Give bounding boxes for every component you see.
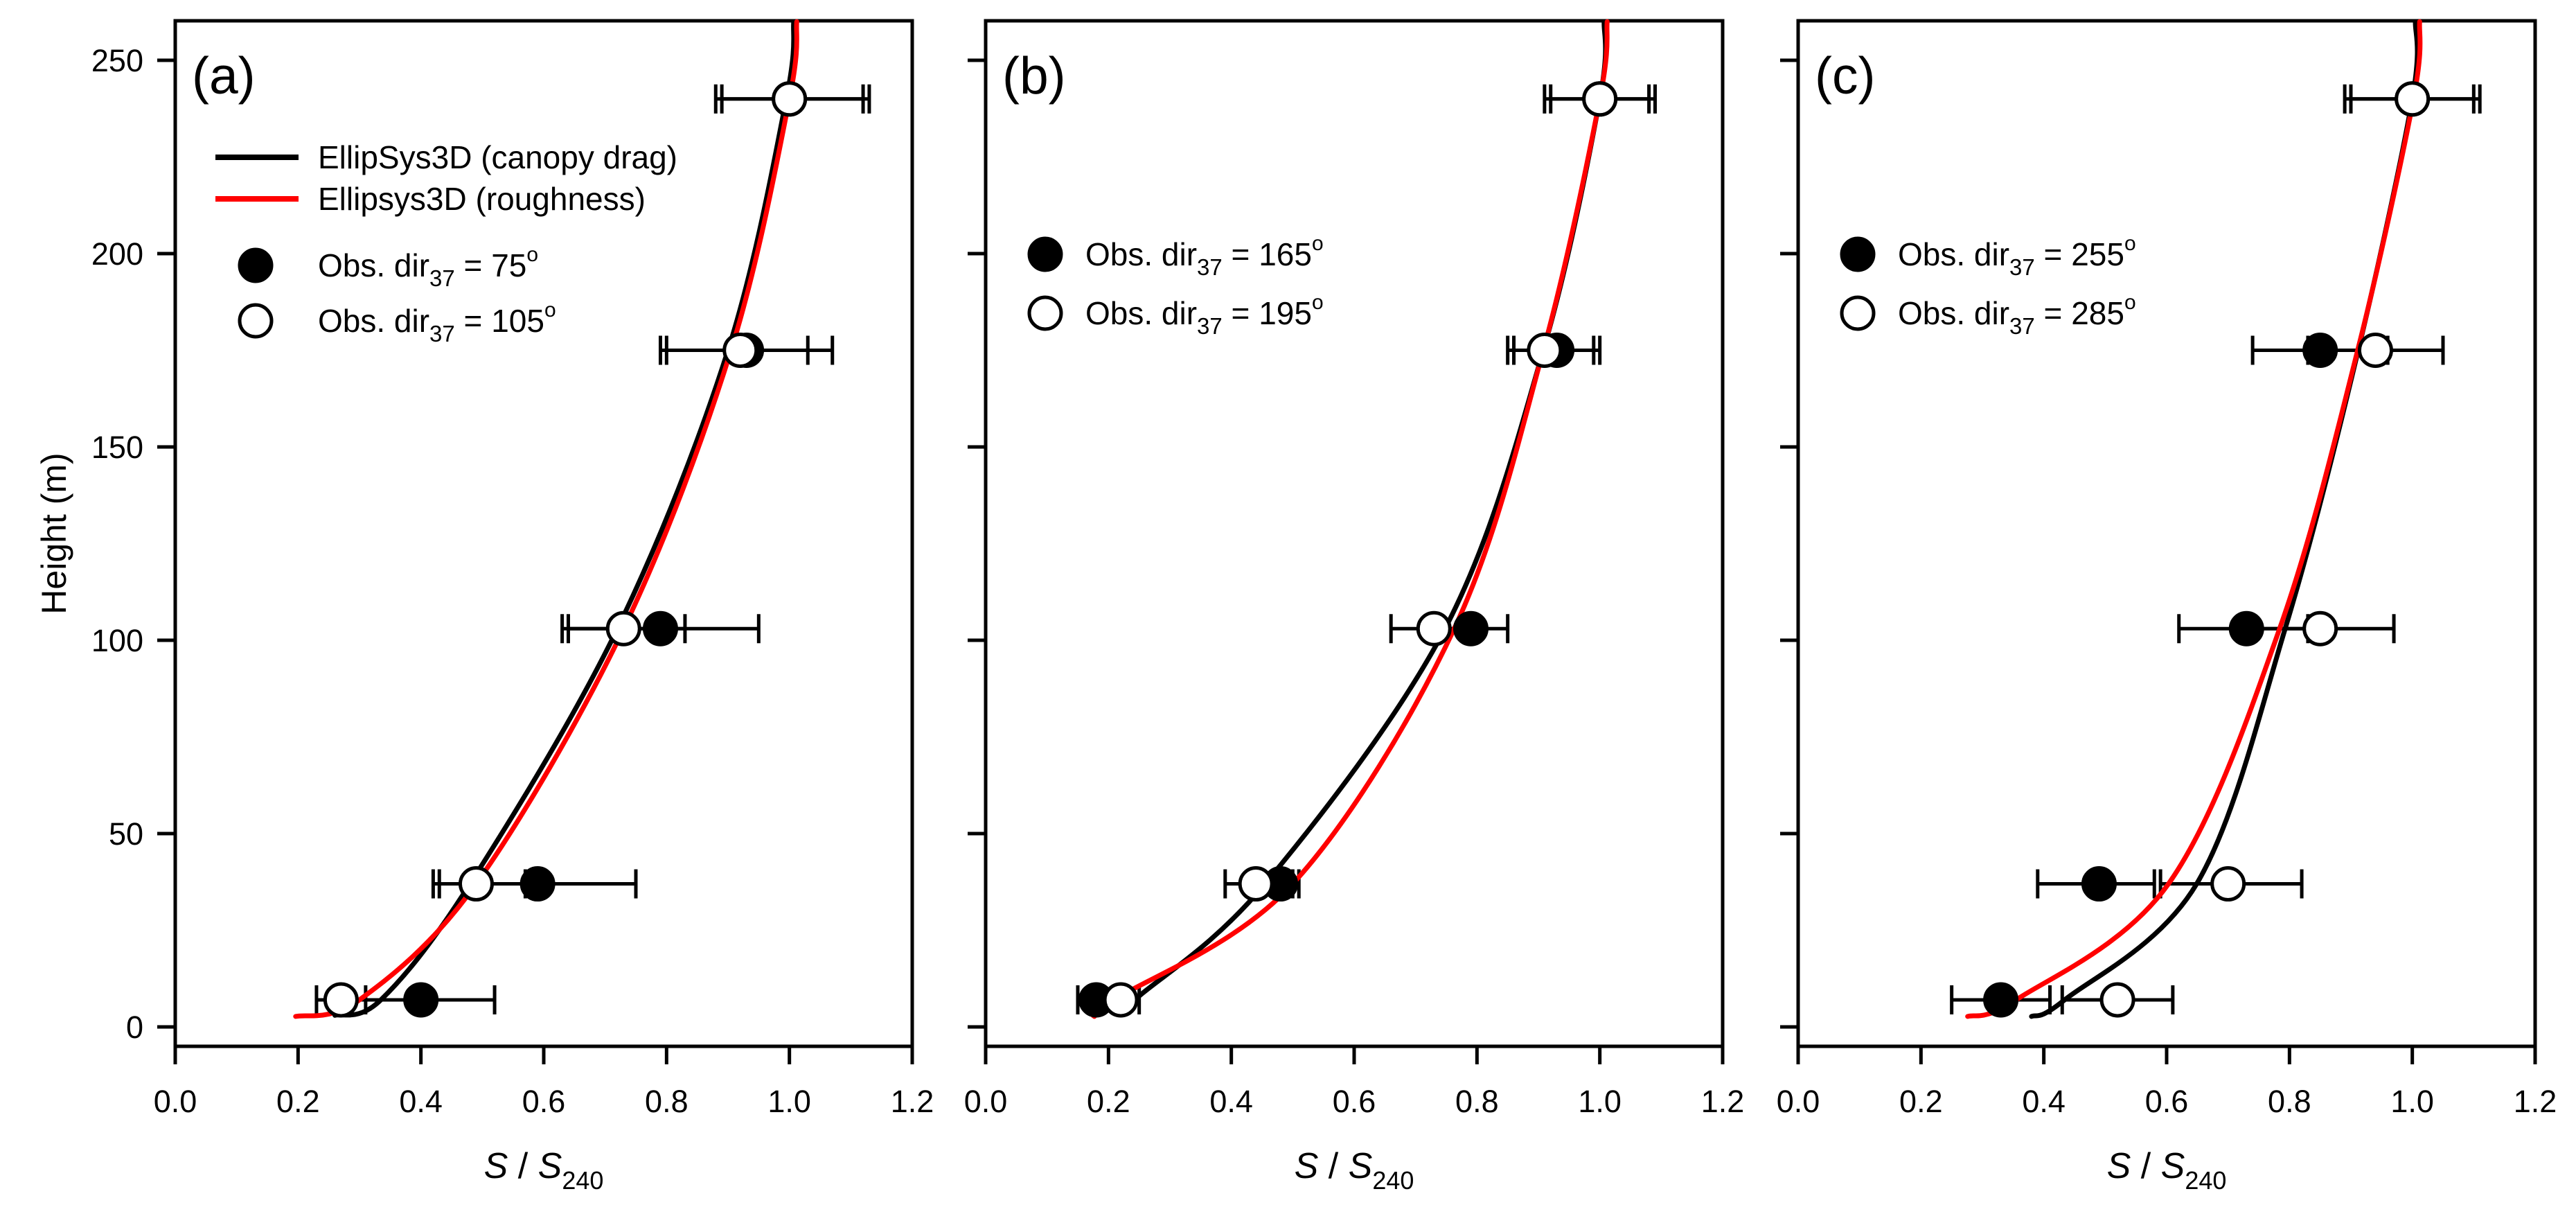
x-axis-title: S / S240: [484, 1146, 604, 1195]
obs-point-open: [2210, 866, 2246, 902]
x-tick-label: 0.4: [2022, 1084, 2066, 1119]
curve-canopy-drag: [332, 19, 797, 1018]
x-tick-label: 0.6: [1333, 1084, 1376, 1119]
plot-frame: [984, 19, 1725, 1048]
panel-letter: (c): [1815, 46, 1875, 105]
obs-point-open: [2302, 610, 2338, 646]
obs-point-open: [1416, 610, 1452, 646]
legend-obs-label: Obs. dir37 = 195o: [1085, 291, 1324, 339]
error-bars: [1076, 84, 1657, 1014]
legend: Obs. dir37 = 255o Obs. dir37 = 285o: [1840, 232, 2136, 339]
legend-marker-sample: [238, 247, 274, 283]
plot-frame: [1796, 19, 2537, 1048]
obs-point-filled: [2228, 610, 2264, 646]
obs-point-filled: [519, 866, 556, 902]
obs-point-filled: [2081, 866, 2117, 902]
legend: EllipSys3D (canopy drag) Ellipsys3D (roug…: [215, 139, 677, 346]
legend-marker-sample: [1027, 236, 1063, 272]
obs-point-open: [2357, 333, 2393, 368]
x-tick-label: 0.2: [1899, 1084, 1943, 1119]
x-tick-label: 1.2: [2514, 1084, 2557, 1119]
legend-marker-sample: [1027, 295, 1063, 331]
legend-marker-sample: [238, 303, 274, 339]
obs-point-open: [605, 610, 641, 646]
x-tick-label: 0.0: [964, 1084, 1008, 1119]
obs-point-open: [722, 333, 758, 368]
legend-obs-label: Obs. dir37 = 75o: [318, 243, 538, 291]
legend-line-label: EllipSys3D (canopy drag): [318, 139, 677, 175]
legend-obs-label: Obs. dir37 = 105o: [318, 299, 556, 346]
x-tick-label: 1.2: [891, 1084, 934, 1119]
legend-obs-label: Obs. dir37 = 165o: [1085, 232, 1324, 280]
legend-marker-sample: [1840, 295, 1876, 331]
y-tick-label: 250: [91, 43, 143, 78]
obs-point-filled: [403, 982, 439, 1018]
obs-point-open: [323, 982, 359, 1018]
y-tick-label: 100: [91, 623, 143, 658]
x-tick-label: 0.6: [522, 1084, 566, 1119]
x-tick-label: 0.8: [1455, 1084, 1499, 1119]
x-tick-label: 1.2: [1701, 1084, 1745, 1119]
y-tick-label: 50: [109, 816, 143, 852]
obs-point-filled: [2302, 333, 2338, 368]
x-tick-label: 1.0: [2390, 1084, 2434, 1119]
legend-obs-label: Obs. dir37 = 255o: [1898, 232, 2136, 280]
curve-roughness: [1091, 19, 1610, 1019]
panel-a: 0.0 0.2 0.4 0.6 0.8 1.0 1.2 0 50 100 150 200 250 S / …: [91, 19, 934, 1195]
legend-line-label: Ellipsys3D (roughness): [318, 181, 646, 217]
obs-point-open: [2395, 81, 2431, 117]
panel-letter: (b): [1002, 46, 1066, 105]
obs-point-open: [1582, 81, 1618, 117]
error-bars: [314, 84, 871, 1014]
obs-point-open: [772, 81, 808, 117]
x-tick-label: 0.4: [399, 1084, 443, 1119]
x-tick-label: 0.4: [1209, 1084, 1253, 1119]
obs-point-filled: [642, 610, 678, 646]
curve-canopy-drag: [1115, 19, 1608, 1014]
y-tick-label: 200: [91, 236, 143, 272]
panel-letter: (a): [192, 46, 256, 105]
obs-point-open: [1527, 333, 1563, 368]
obs-point-open: [1238, 866, 1274, 902]
y-tick-label: 0: [126, 1010, 143, 1045]
obs-point-filled: [1453, 610, 1489, 646]
x-tick-label: 0.8: [645, 1084, 689, 1119]
obs-point-filled: [1983, 982, 2019, 1018]
x-tick-label: 1.0: [767, 1084, 811, 1119]
panel-c: 0.0 0.2 0.4 0.6 0.8 1.0 1.2 S / S240 (c) Obs. dir…: [1777, 19, 2557, 1195]
x-tick-label: 0.2: [1087, 1084, 1130, 1119]
legend: Obs. dir37 = 165o Obs. dir37 = 195o: [1027, 232, 1324, 339]
panel-b: 0.0 0.2 0.4 0.6 0.8 1.0 1.2 S / S240 (b) Obs. dir…: [964, 19, 1745, 1195]
y-tick-label: 150: [91, 430, 143, 465]
x-axis-title: S / S240: [1295, 1146, 1414, 1195]
obs-point-open: [2099, 982, 2135, 1018]
x-tick-label: 0.2: [276, 1084, 320, 1119]
x-tick-label: 1.0: [1578, 1084, 1622, 1119]
obs-point-open: [1103, 982, 1139, 1018]
y-axis-title: Height (m): [35, 452, 73, 614]
legend-marker-sample: [1840, 236, 1876, 272]
x-tick-label: 0.0: [154, 1084, 197, 1119]
x-tick-label: 0.6: [2145, 1084, 2189, 1119]
x-tick-label: 0.8: [2268, 1084, 2311, 1119]
x-tick-label: 0.0: [1777, 1084, 1820, 1119]
obs-point-open: [458, 866, 494, 902]
x-axis-title: S / S240: [2107, 1146, 2227, 1195]
curve-roughness: [1965, 19, 2423, 1019]
legend-obs-label: Obs. dir37 = 285o: [1898, 291, 2136, 339]
